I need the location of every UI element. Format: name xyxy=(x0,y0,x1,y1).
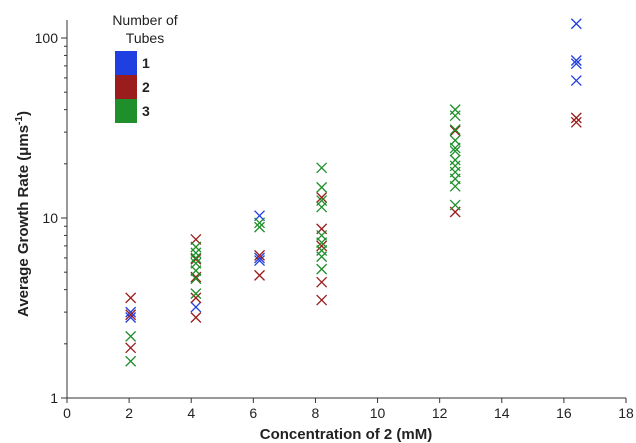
data-point-series-3 xyxy=(190,247,202,259)
x-tick-label: 14 xyxy=(494,405,510,421)
data-point-series-1 xyxy=(125,306,137,318)
data-point-series-1 xyxy=(254,255,266,267)
x-tick-label: 18 xyxy=(618,405,634,421)
x-tick-label: 10 xyxy=(370,405,386,421)
data-point-series-3 xyxy=(254,221,266,233)
data-point-series-3 xyxy=(316,251,328,263)
data-point-series-1 xyxy=(570,58,582,70)
data-point-series-3 xyxy=(190,265,202,277)
x-tick-label: 4 xyxy=(187,405,195,421)
legend-title-line-2: Tubes xyxy=(126,30,164,46)
x-tick-label: 6 xyxy=(249,405,257,421)
data-point-series-2 xyxy=(316,294,328,306)
data-point-series-3 xyxy=(190,273,202,285)
data-point-series-3 xyxy=(316,201,328,213)
data-point-series-3 xyxy=(190,252,202,264)
data-point-series-3 xyxy=(125,330,137,342)
data-point-series-2 xyxy=(125,342,137,354)
data-point-series-2 xyxy=(254,269,266,281)
y-tick-label: 100 xyxy=(35,30,59,46)
legend-swatch-3 xyxy=(115,99,137,123)
data-point-series-2 xyxy=(190,312,202,323)
data-point-series-3 xyxy=(449,124,461,136)
data-point-series-3 xyxy=(316,263,328,275)
data-point-series-2 xyxy=(190,292,202,304)
x-tick-label: 0 xyxy=(63,405,71,421)
x-axis-title: Concentration of 2 (mM) xyxy=(260,426,433,443)
data-point-series-2 xyxy=(254,249,266,261)
legend-swatch-2 xyxy=(115,75,137,99)
data-markers xyxy=(125,18,582,367)
data-point-series-3 xyxy=(316,237,328,249)
data-point-series-2 xyxy=(449,125,461,137)
y-axis-title-suffix: ) xyxy=(15,111,32,116)
data-point-series-3 xyxy=(316,181,328,193)
data-point-series-3 xyxy=(254,217,266,229)
data-point-series-3 xyxy=(125,355,137,367)
legend-label-2: 2 xyxy=(142,79,150,95)
data-point-series-2 xyxy=(570,116,582,128)
y-axis-title-exponent: -1 xyxy=(14,116,25,125)
y-axis-ticks: 1 10 100 xyxy=(35,30,67,406)
data-point-series-2 xyxy=(316,192,328,203)
data-point-series-3 xyxy=(449,142,461,154)
x-axis-ticks: 0 2 4 6 8 10 12 14 16 18 xyxy=(63,398,634,421)
data-point-series-3 xyxy=(449,110,461,122)
data-point-series-2 xyxy=(316,240,328,252)
data-point-series-2 xyxy=(125,309,137,321)
data-point-series-1 xyxy=(190,301,202,313)
legend-label-1: 1 xyxy=(142,55,150,71)
y-tick-label: 10 xyxy=(42,210,58,226)
x-tick-label: 12 xyxy=(432,405,448,421)
x-tick-label: 2 xyxy=(125,405,133,421)
plot-frame xyxy=(67,20,626,398)
data-point-series-3 xyxy=(449,180,461,192)
data-point-series-2 xyxy=(316,276,328,288)
data-point-series-3 xyxy=(449,145,461,157)
data-point-series-3 xyxy=(190,288,202,300)
legend-title-line-1: Number of xyxy=(112,12,177,28)
data-point-series-2 xyxy=(125,292,137,304)
y-axis-title-unit: μms xyxy=(15,125,32,156)
data-point-series-3 xyxy=(449,199,461,211)
legend: Number of Tubes 1 2 3 xyxy=(112,12,178,123)
data-point-series-3 xyxy=(449,134,461,146)
legend-swatch-1 xyxy=(115,51,137,75)
data-point-series-1 xyxy=(125,312,137,323)
y-axis-title-prefix: Average Growth Rate ( xyxy=(15,156,32,317)
data-point-series-1 xyxy=(254,252,266,264)
data-point-series-1 xyxy=(570,75,582,87)
data-point-series-3 xyxy=(316,162,328,174)
x-tick-label: 8 xyxy=(312,405,320,421)
legend-label-3: 3 xyxy=(142,103,150,119)
data-point-series-1 xyxy=(570,55,582,66)
y-axis-title: Average Growth Rate (μms-1) xyxy=(14,111,32,317)
x-tick-label: 16 xyxy=(556,405,572,421)
data-point-series-1 xyxy=(570,18,582,30)
data-point-series-2 xyxy=(570,112,582,124)
y-tick-label: 1 xyxy=(50,390,58,406)
